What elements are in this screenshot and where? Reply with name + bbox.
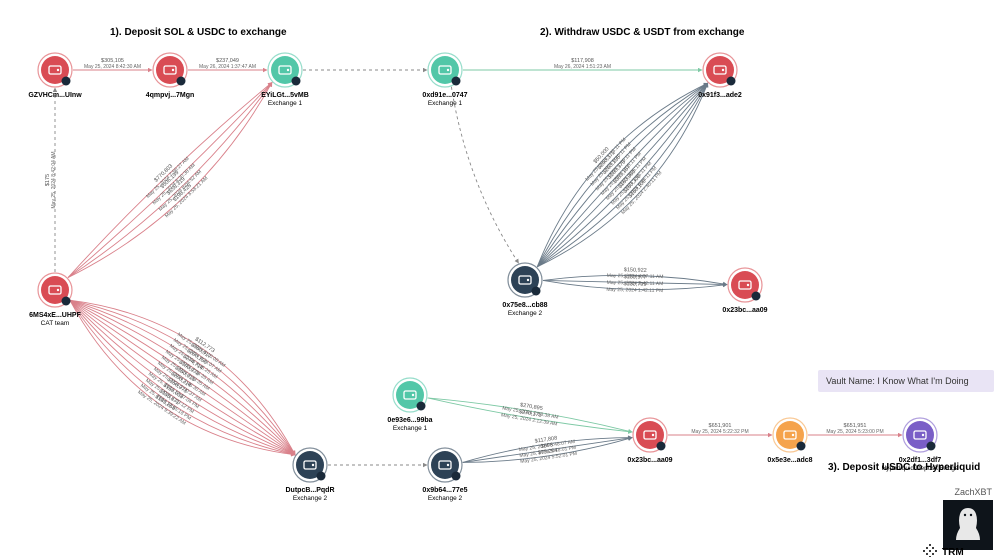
trm-logo-dot (935, 550, 937, 552)
node-e1a (268, 53, 302, 87)
node-x91 (703, 53, 737, 87)
node-sublabel: Exchange 1 (393, 425, 428, 432)
trm-logo-dot (932, 553, 934, 555)
node-label: 0x2df1...3df7 (899, 457, 942, 464)
svg-text:May 25, 2024 5:23:00 PM: May 25, 2024 5:23:00 PM (826, 429, 883, 435)
diagram-canvas: 1). Deposit SOL & USDC to exchange 2). Wi… (0, 0, 1000, 557)
node-x9b (428, 448, 462, 482)
node-label: 0e93e6...99ba (387, 417, 432, 424)
node-sublabel: Hyperliquid Deposit Bridge (882, 465, 959, 472)
node-cat (38, 273, 72, 307)
trm-logo-dot (929, 544, 931, 546)
edge-label: $237,049May 26, 2024 1:37:47 AM (199, 58, 256, 70)
node-label: 0x23bc...aa09 (627, 457, 672, 464)
trm-logo-dot (926, 553, 928, 555)
edge-label: $117,908May 26, 2024 1:51:23 AM (554, 58, 611, 70)
node-sublabel: Exchange 2 (293, 495, 328, 502)
brand-trm: TRM (942, 547, 964, 557)
edge (451, 87, 518, 263)
svg-text:May 25, 2024 5:22:32 PM: May 25, 2024 5:22:32 PM (691, 429, 748, 435)
svg-text:May 26, 2024 1:37:47 AM: May 26, 2024 1:37:47 AM (199, 64, 256, 70)
node-e1b (393, 378, 427, 412)
node-dut (293, 448, 327, 482)
node-label: 0x5e3e...adc8 (767, 457, 812, 464)
node-label: 0x23bc...aa09 (722, 307, 767, 314)
node-x75 (508, 263, 542, 297)
trm-logo-dot (932, 547, 934, 549)
vault-text: Vault Name: I Know What I'm Doing (826, 376, 969, 386)
node-x23a (728, 268, 762, 302)
node-sublabel: Exchange 1 (428, 100, 463, 107)
node-gzv (38, 53, 72, 87)
node-label: 0x9b64...77e5 (422, 487, 467, 494)
edge-label: $305,105May 25, 2024 8:42:30 AM (84, 58, 141, 70)
node-sublabel: CAT team (41, 320, 70, 327)
svg-text:May 25, 2024 8:42:04 AM: May 25, 2024 8:42:04 AM (51, 152, 57, 209)
node-label: 0x91f3...ade2 (698, 92, 742, 99)
node-qmp (153, 53, 187, 87)
node-hyp (903, 418, 937, 452)
node-sublabel: Exchange 1 (268, 100, 303, 107)
node-sublabel: Exchange 2 (508, 310, 543, 317)
trm-logo-dot (926, 547, 928, 549)
node-label: EYiLGt...5vMB (261, 92, 309, 99)
svg-text:May 25, 2024 1:42:11 PM: May 25, 2024 1:42:11 PM (606, 287, 663, 294)
node-sublabel: Exchange 2 (428, 495, 463, 502)
node-label: 4qmpvj...7Mgn (146, 92, 195, 99)
section-title: 1). Deposit SOL & USDC to exchange (110, 27, 287, 38)
node-label: 0x75e8...cb88 (502, 302, 547, 309)
section-title: 2). Withdraw USDC & USDT from exchange (540, 27, 745, 38)
node-label: DutpcB...PqdR (286, 487, 335, 494)
labels-layer: 1). Deposit SOL & USDC to exchange 2). Wi… (28, 27, 994, 557)
edge-label: $175May 25, 2024 8:42:04 AM (45, 152, 57, 209)
node-x5e (773, 418, 807, 452)
trm-logo-dot (929, 550, 931, 552)
edge-label: $651,901May 25, 2024 5:22:32 PM (691, 423, 748, 435)
trm-logo-dot (923, 550, 925, 552)
svg-text:May 26, 2024 1:51:23 AM: May 26, 2024 1:51:23 AM (554, 64, 611, 70)
node-x23b (633, 418, 667, 452)
svg-text:May 25, 2024 8:42:30 AM: May 25, 2024 8:42:30 AM (84, 64, 141, 70)
node-label: GZVHCm...UInw (28, 92, 82, 99)
node-label: 0xd91e...0747 (422, 92, 467, 99)
edge-label: $651,951May 25, 2024 5:23:00 PM (826, 423, 883, 435)
node-label: 6MS4xE...UHPF (29, 312, 81, 319)
node-xd9 (428, 53, 462, 87)
watermark-author: ZachXBT (954, 487, 992, 497)
